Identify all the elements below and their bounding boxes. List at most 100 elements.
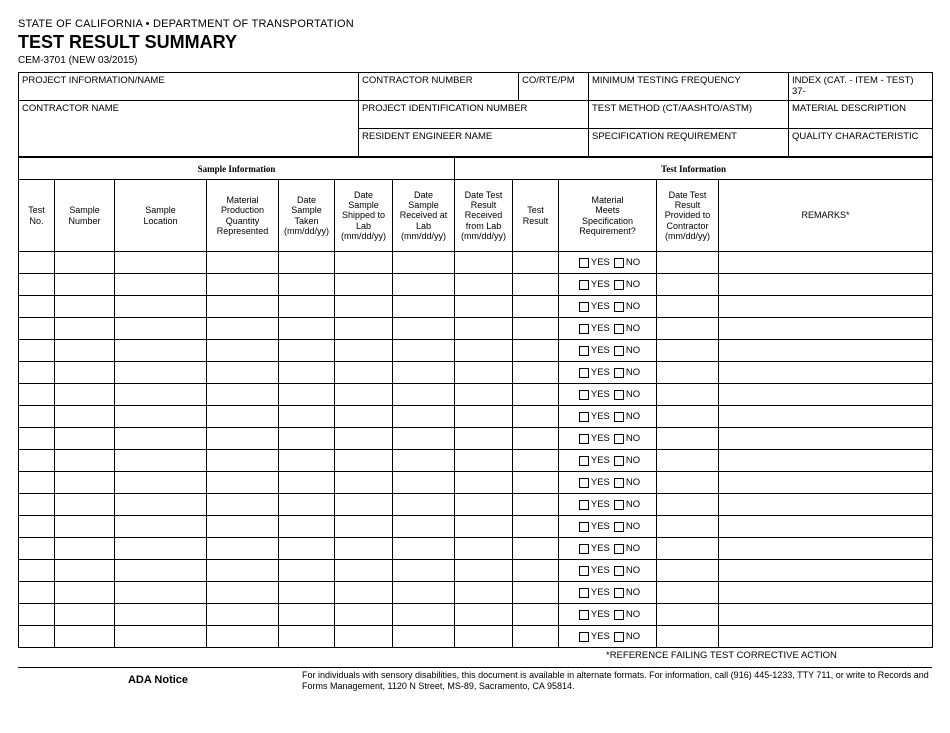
cell[interactable] — [279, 516, 335, 538]
cell[interactable] — [455, 626, 513, 648]
cell[interactable] — [335, 494, 393, 516]
cell[interactable] — [657, 450, 719, 472]
cell[interactable] — [55, 516, 115, 538]
checkbox-no[interactable] — [614, 544, 624, 554]
cell[interactable] — [719, 340, 933, 362]
cell[interactable] — [657, 296, 719, 318]
cell[interactable] — [279, 274, 335, 296]
cell[interactable] — [335, 362, 393, 384]
cell[interactable] — [55, 604, 115, 626]
cell[interactable] — [657, 318, 719, 340]
cell[interactable] — [335, 604, 393, 626]
cell[interactable] — [513, 604, 559, 626]
checkbox-yes[interactable] — [579, 566, 589, 576]
checkbox-no[interactable] — [614, 632, 624, 642]
cell[interactable] — [207, 538, 279, 560]
cell[interactable] — [719, 582, 933, 604]
cell[interactable] — [455, 516, 513, 538]
cell[interactable] — [279, 384, 335, 406]
checkbox-no[interactable] — [614, 434, 624, 444]
cell[interactable] — [207, 428, 279, 450]
cell[interactable] — [115, 406, 207, 428]
cell[interactable] — [19, 494, 55, 516]
cell[interactable] — [207, 560, 279, 582]
checkbox-no[interactable] — [614, 566, 624, 576]
cell[interactable] — [657, 538, 719, 560]
checkbox-yes[interactable] — [579, 632, 589, 642]
cell[interactable] — [335, 406, 393, 428]
checkbox-yes[interactable] — [579, 280, 589, 290]
cell[interactable] — [657, 406, 719, 428]
cell[interactable] — [115, 318, 207, 340]
cell[interactable] — [393, 428, 455, 450]
cell[interactable] — [657, 384, 719, 406]
cell[interactable] — [393, 626, 455, 648]
cell[interactable] — [455, 296, 513, 318]
cell[interactable] — [513, 428, 559, 450]
cell[interactable] — [455, 472, 513, 494]
cell[interactable] — [19, 626, 55, 648]
checkbox-no[interactable] — [614, 324, 624, 334]
cell[interactable] — [207, 472, 279, 494]
cell[interactable] — [19, 582, 55, 604]
cell[interactable]: YESNO — [559, 538, 657, 560]
checkbox-yes[interactable] — [579, 610, 589, 620]
cell[interactable] — [279, 252, 335, 274]
cell[interactable] — [657, 428, 719, 450]
cell[interactable] — [55, 362, 115, 384]
cell[interactable] — [115, 560, 207, 582]
cell[interactable] — [55, 318, 115, 340]
cell[interactable] — [335, 274, 393, 296]
cell[interactable] — [115, 626, 207, 648]
checkbox-yes[interactable] — [579, 588, 589, 598]
cell[interactable] — [455, 494, 513, 516]
cell[interactable]: YESNO — [559, 340, 657, 362]
cell[interactable] — [207, 252, 279, 274]
cell[interactable] — [393, 472, 455, 494]
cell[interactable] — [55, 428, 115, 450]
cell[interactable] — [657, 252, 719, 274]
cell[interactable] — [335, 472, 393, 494]
cell[interactable] — [55, 252, 115, 274]
cell[interactable] — [657, 362, 719, 384]
cell[interactable]: YESNO — [559, 626, 657, 648]
checkbox-no[interactable] — [614, 346, 624, 356]
checkbox-no[interactable] — [614, 390, 624, 400]
cell[interactable]: YESNO — [559, 516, 657, 538]
cell[interactable] — [55, 406, 115, 428]
cell[interactable] — [279, 450, 335, 472]
checkbox-no[interactable] — [614, 500, 624, 510]
cell[interactable]: YESNO — [559, 560, 657, 582]
cell[interactable] — [115, 252, 207, 274]
cell[interactable] — [115, 274, 207, 296]
cell[interactable] — [657, 340, 719, 362]
cell[interactable] — [19, 362, 55, 384]
cell[interactable]: YESNO — [559, 274, 657, 296]
checkbox-yes[interactable] — [579, 522, 589, 532]
cell[interactable] — [719, 318, 933, 340]
cell[interactable] — [279, 362, 335, 384]
cell[interactable] — [513, 516, 559, 538]
cell[interactable] — [657, 560, 719, 582]
cell[interactable]: YESNO — [559, 494, 657, 516]
cell[interactable] — [455, 406, 513, 428]
cell[interactable] — [19, 252, 55, 274]
cell[interactable] — [393, 362, 455, 384]
cell[interactable] — [19, 384, 55, 406]
cell[interactable] — [513, 406, 559, 428]
cell[interactable] — [455, 252, 513, 274]
checkbox-yes[interactable] — [579, 412, 589, 422]
cell[interactable] — [207, 362, 279, 384]
cell[interactable] — [657, 274, 719, 296]
checkbox-no[interactable] — [614, 368, 624, 378]
cell[interactable]: YESNO — [559, 406, 657, 428]
cell[interactable]: YESNO — [559, 450, 657, 472]
cell[interactable]: YESNO — [559, 604, 657, 626]
cell[interactable] — [513, 384, 559, 406]
cell[interactable] — [115, 582, 207, 604]
checkbox-no[interactable] — [614, 478, 624, 488]
cell[interactable] — [455, 318, 513, 340]
cell[interactable] — [455, 340, 513, 362]
cell[interactable] — [393, 406, 455, 428]
cell[interactable] — [335, 252, 393, 274]
